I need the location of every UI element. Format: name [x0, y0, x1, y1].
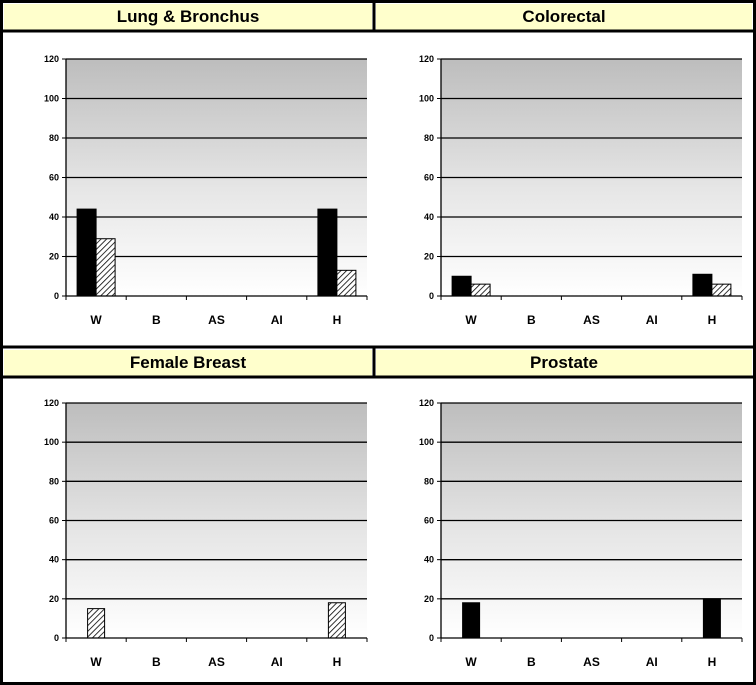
x-tick-label: AS	[583, 313, 600, 327]
y-tick-label: 60	[49, 516, 59, 526]
x-tick-label: B	[152, 655, 161, 669]
y-tick-label: 20	[49, 594, 59, 604]
y-tick-label: 40	[424, 555, 434, 565]
y-tick-label: 60	[424, 173, 434, 183]
bar	[317, 208, 338, 297]
y-tick-label: 40	[49, 212, 59, 222]
y-tick-label: 0	[429, 291, 434, 301]
y-tick-label: 80	[49, 476, 59, 486]
x-tick-label: H	[333, 655, 342, 669]
y-tick-label: 100	[419, 437, 434, 447]
y-tick-label: 0	[54, 291, 59, 301]
bar	[76, 208, 97, 297]
bar	[462, 602, 481, 639]
y-tick-label: 120	[44, 54, 59, 64]
x-tick-label: H	[333, 313, 342, 327]
x-tick-label: AS	[208, 313, 225, 327]
y-tick-label: 100	[419, 94, 434, 104]
y-tick-label: 100	[44, 94, 59, 104]
bar	[95, 238, 116, 297]
bar	[711, 283, 732, 297]
chart-title: Lung & Bronchus	[4, 4, 372, 30]
x-tick-label: H	[708, 313, 717, 327]
x-tick-label: W	[90, 655, 102, 669]
bar	[327, 602, 346, 639]
y-tick-label: 40	[49, 555, 59, 565]
x-tick-label: W	[465, 655, 477, 669]
x-tick-label: H	[708, 655, 717, 669]
x-tick-label: B	[527, 313, 536, 327]
x-tick-label: W	[90, 313, 102, 327]
y-tick-label: 40	[424, 212, 434, 222]
x-tick-label: AS	[208, 655, 225, 669]
bar	[470, 283, 491, 297]
bar	[451, 275, 472, 297]
x-tick-label: B	[527, 655, 536, 669]
y-tick-label: 120	[44, 398, 59, 408]
x-tick-label: W	[465, 313, 477, 327]
x-tick-label: AI	[271, 313, 283, 327]
x-tick-label: B	[152, 313, 161, 327]
x-tick-label: AI	[646, 313, 658, 327]
bar	[336, 269, 357, 297]
chart-title: Prostate	[376, 350, 752, 376]
y-tick-label: 100	[44, 437, 59, 447]
y-tick-label: 80	[424, 133, 434, 143]
x-tick-label: AS	[583, 655, 600, 669]
y-tick-label: 80	[424, 476, 434, 486]
bar	[692, 273, 713, 297]
y-tick-label: 20	[424, 594, 434, 604]
y-tick-label: 80	[49, 133, 59, 143]
y-tick-label: 60	[49, 173, 59, 183]
y-tick-label: 120	[419, 398, 434, 408]
y-tick-label: 20	[424, 252, 434, 262]
x-tick-label: AI	[646, 655, 658, 669]
chart-title: Female Breast	[4, 350, 372, 376]
y-tick-label: 20	[49, 252, 59, 262]
y-tick-label: 120	[419, 54, 434, 64]
bar	[87, 608, 106, 639]
y-tick-label: 0	[429, 633, 434, 643]
bar	[702, 598, 721, 639]
x-tick-label: AI	[271, 655, 283, 669]
y-tick-label: 60	[424, 516, 434, 526]
y-tick-label: 0	[54, 633, 59, 643]
chart-title: Colorectal	[376, 4, 752, 30]
